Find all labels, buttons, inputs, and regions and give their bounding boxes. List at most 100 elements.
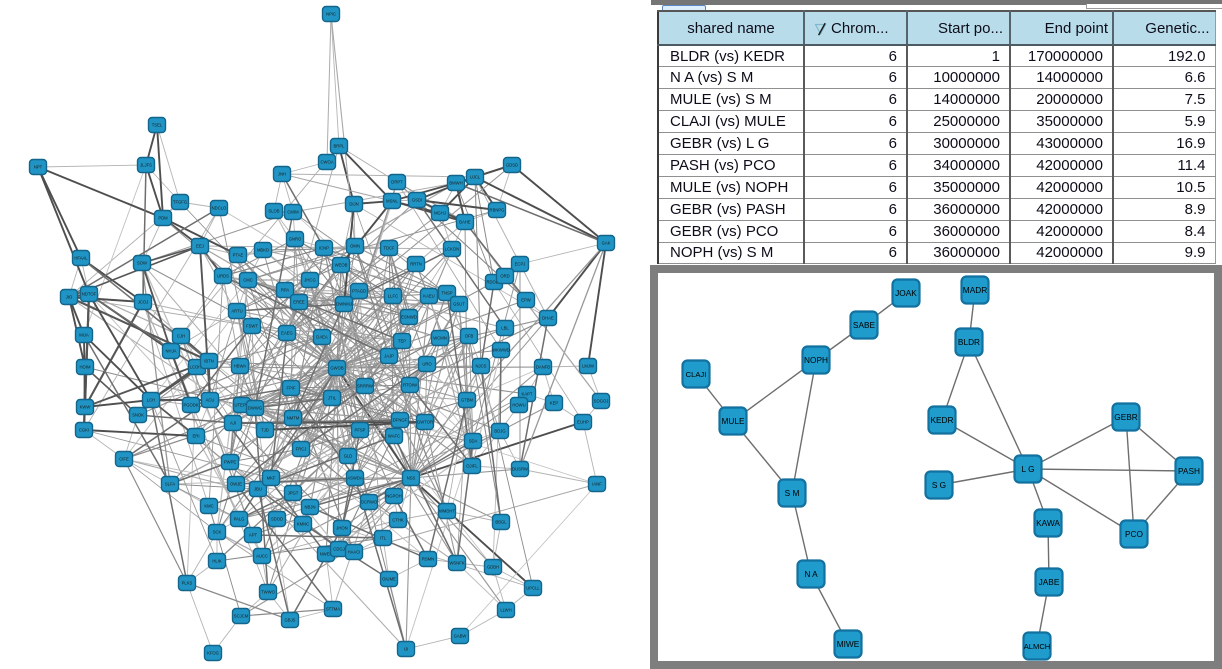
svg-text:JLJFS: JLJFS [140, 163, 152, 168]
svg-text:JCOJ: JCOJ [138, 300, 148, 305]
svg-text:LCKON: LCKON [445, 247, 459, 252]
svg-text:DRPT: DRPT [391, 180, 403, 185]
svg-text:JABE: JABE [1039, 577, 1060, 587]
svg-text:KAEU: KAEU [423, 294, 434, 299]
svg-text:URO: URO [422, 362, 432, 367]
svg-text:TDCF: TDCF [383, 246, 395, 251]
svg-text:LLWH: LLWH [500, 608, 511, 613]
svg-text:KMNC: KMNC [297, 522, 309, 527]
svg-text:WSNFK: WSNFK [449, 561, 464, 566]
svg-text:PTAE: PTAE [233, 253, 244, 258]
svg-text:DUSRW: DUSRW [512, 467, 528, 472]
svg-text:SCJCM: SCJCM [234, 614, 249, 619]
svg-text:TWWO: TWWO [261, 590, 275, 595]
svg-text:MADR: MADR [963, 285, 987, 295]
svg-text:CDGJ: CDGJ [333, 547, 344, 552]
svg-text:LMJW: LMJW [582, 364, 594, 369]
svg-text:CWOA: CWOA [320, 160, 333, 165]
svg-text:JOAK: JOAK [895, 288, 917, 298]
svg-text:GSUT: GSUT [453, 302, 465, 307]
svg-text:JAJP: JAJP [384, 354, 394, 359]
svg-text:SLOB: SLOB [268, 209, 279, 214]
svg-text:KWW: KWW [80, 405, 91, 410]
svg-text:RBNPG: RBNPG [490, 208, 505, 213]
svg-text:NMTM: NMTM [287, 416, 300, 421]
svg-text:OWJE: OWJE [230, 482, 242, 487]
svg-text:LCOHN: LCOHN [190, 365, 205, 370]
svg-text:HAACI: HAACI [348, 550, 361, 555]
svg-text:BMWH: BMWH [449, 181, 462, 186]
svg-text:TJD: TJD [261, 428, 269, 433]
svg-text:JTIL: JTIL [328, 396, 337, 401]
svg-text:JHCG: JHCG [304, 278, 315, 283]
svg-text:GDBH: GDBH [487, 565, 499, 570]
svg-text:GAK: GAK [602, 241, 611, 246]
svg-text:DANFB: DANFB [536, 365, 550, 370]
svg-text:GDSD: GDSD [506, 163, 518, 168]
svg-text:ECPJ: ECPJ [515, 262, 526, 267]
svg-text:ASWDA: ASWDA [347, 476, 363, 481]
svg-text:LLFC: LLFC [388, 294, 398, 299]
svg-text:KAPT: KAPT [522, 392, 533, 397]
svg-text:MKF: MKF [267, 476, 276, 481]
svg-text:WKWWD: WKWWD [492, 348, 510, 353]
svg-text:ICNP: ICNP [319, 246, 329, 251]
svg-text:RSMN: RSMN [422, 557, 434, 562]
svg-text:WMDHT: WMDHT [439, 509, 455, 514]
svg-text:GTBM: GTBM [461, 398, 474, 403]
svg-text:NHJA: NHJA [166, 349, 177, 354]
svg-text:AUCC: AUCC [256, 554, 268, 559]
svg-text:MGHJ: MGHJ [434, 211, 446, 216]
svg-text:NDTOF: NDTOF [82, 292, 97, 297]
svg-text:EUHP: EUHP [577, 420, 589, 425]
svg-text:MBKD: MBKD [257, 248, 269, 253]
svg-text:WEOB: WEOB [335, 263, 348, 268]
svg-text:GLD: GLD [344, 454, 353, 459]
svg-text:GWTOR: GWTOR [417, 420, 433, 425]
svg-text:PDM: PDM [158, 216, 168, 221]
svg-text:GBJS: GBJS [285, 618, 296, 623]
svg-text:ESNWD: ESNWD [401, 315, 417, 320]
svg-text:NPT: NPT [34, 165, 43, 170]
svg-text:ERI: ERI [193, 434, 200, 439]
svg-text:IBTN: IBTN [204, 359, 214, 364]
svg-text:NJCS: NJCS [476, 364, 487, 369]
svg-text:DFNGF: DFNGF [393, 418, 408, 423]
svg-text:CMIM: CMIM [287, 210, 299, 215]
svg-text:KFOG: KFOG [207, 651, 219, 656]
svg-text:HFAAL: HFAAL [74, 256, 88, 261]
svg-text:NDCLO: NDCLO [212, 206, 227, 211]
svg-text:TSEL: TSEL [152, 123, 163, 128]
svg-text:JBU: JBU [254, 487, 262, 492]
svg-text:N A: N A [804, 569, 818, 579]
svg-text:OFB: OFB [465, 334, 474, 339]
svg-text:CGKI: CGKI [79, 428, 89, 433]
svg-text:FPIF: FPIF [286, 386, 296, 391]
svg-text:DIJN: DIJN [349, 202, 358, 207]
svg-text:BRPL: BRPL [334, 144, 346, 149]
svg-text:STTMA: STTMA [326, 607, 340, 612]
svg-text:TNSP: TNSP [441, 291, 452, 296]
svg-text:DWNMJ: DWNMJ [336, 302, 352, 307]
svg-text:WAFC: WAFC [388, 434, 400, 439]
svg-text:KEDR: KEDR [930, 415, 953, 425]
svg-text:HBWA: HBWA [234, 364, 247, 369]
svg-text:SOGOJ: SOGOJ [594, 399, 609, 404]
svg-text:TEP: TEP [398, 339, 406, 344]
svg-text:MULE: MULE [721, 416, 745, 426]
svg-text:NSS: NSS [407, 476, 416, 481]
svg-text:JIO: JIO [66, 295, 73, 300]
svg-text:OMN: OMN [350, 244, 360, 249]
svg-text:DWWG: DWWG [248, 406, 262, 411]
svg-text:MIJA: MIJA [79, 333, 89, 338]
svg-text:KMC: KMC [204, 504, 213, 509]
svg-text:L G: L G [1021, 464, 1034, 474]
svg-text:RDOEC: RDOEC [486, 280, 501, 285]
svg-text:KEP: KEP [550, 401, 559, 406]
svg-text:UTEPW: UTEPW [234, 403, 249, 408]
svg-text:EPW: EPW [521, 298, 531, 303]
svg-text:RRTN: RRTN [410, 262, 422, 267]
svg-text:MSNL: MSNL [386, 199, 398, 204]
svg-text:NGPOH: NGPOH [386, 494, 401, 499]
svg-text:PGODK: PGODK [183, 403, 198, 408]
